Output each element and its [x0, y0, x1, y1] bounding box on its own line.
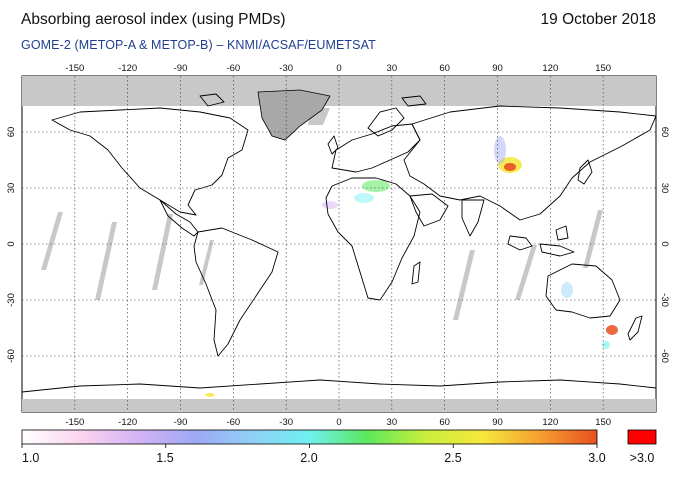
lon-tick-label: -60	[226, 63, 240, 74]
colorbar-label: 1.0	[22, 451, 40, 465]
colorbar-label: 1.5	[156, 451, 174, 465]
greenland	[257, 89, 331, 141]
lat-tick-label: -30	[6, 293, 17, 307]
colorbar-overflow-swatch	[627, 429, 657, 445]
map-subtitle: GOME-2 (METOP-A & METOP-B) – KNMI/ACSAF/…	[21, 38, 376, 52]
colorbar	[21, 429, 598, 445]
lat-tick-label: -60	[659, 349, 670, 363]
lon-tick-label: -90	[174, 63, 188, 74]
lon-tick-label: 90	[492, 63, 503, 74]
lat-tick-label: 0	[6, 241, 17, 246]
lat-tick-label: 60	[659, 127, 670, 138]
graticule	[22, 76, 656, 412]
lat-tick-label: 30	[659, 183, 670, 194]
lon-tick-label: 90	[492, 417, 503, 428]
colorbar-label: 2.5	[444, 451, 462, 465]
lon-tick-label: 120	[542, 417, 558, 428]
lon-tick-label: -60	[226, 417, 240, 428]
lat-tick-label: 30	[6, 183, 17, 194]
lon-labels-bottom: -150 -120 -90 -60 -30 0 30 60 90 120 150	[65, 417, 611, 428]
lat-tick-label: -60	[6, 349, 17, 363]
lon-tick-label: -150	[65, 417, 84, 428]
lon-tick-label: -120	[118, 417, 137, 428]
lon-tick-label: 60	[439, 63, 450, 74]
lon-tick-label: -30	[279, 417, 293, 428]
map-date: 19 October 2018	[540, 11, 656, 28]
lon-tick-label: -150	[65, 63, 84, 74]
lat-tick-label: -30	[659, 293, 670, 307]
lon-tick-label: 30	[387, 417, 398, 428]
coastlines	[22, 93, 656, 393]
lon-tick-label: 0	[336, 63, 341, 74]
lon-tick-label: 30	[387, 63, 398, 74]
lat-tick-label: 60	[6, 127, 17, 138]
lon-tick-label: 120	[542, 63, 558, 74]
lon-tick-label: -30	[279, 63, 293, 74]
lon-tick-label: -90	[174, 417, 188, 428]
lat-tick-label: 0	[659, 241, 670, 246]
lon-tick-label: 0	[336, 417, 341, 428]
colorbar-overflow-label: >3.0	[629, 451, 655, 465]
aerosol-plumes	[205, 136, 618, 397]
colorbar-ticks	[21, 444, 598, 448]
lon-labels-top: -150 -120 -90 -60 -30 0 30 60 90 120 150	[65, 63, 611, 74]
lon-tick-label: 60	[439, 417, 450, 428]
lon-tick-label: -120	[118, 63, 137, 74]
colorbar-label: 2.0	[300, 451, 318, 465]
map-title: Absorbing aerosol index (using PMDs)	[21, 11, 286, 28]
lon-tick-label: 150	[595, 63, 611, 74]
colorbar-label: 3.0	[588, 451, 606, 465]
lon-tick-label: 150	[595, 417, 611, 428]
lat-labels-right: 60 30 0 -30 -60	[659, 127, 670, 363]
lat-labels-left: 60 30 0 -30 -60	[6, 127, 17, 363]
